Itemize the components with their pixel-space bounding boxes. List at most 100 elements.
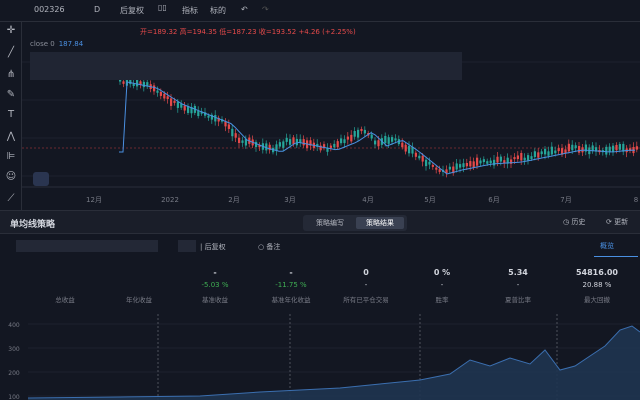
ohlc-close: 193.52 <box>271 28 297 36</box>
stats-panel: 总收益 年化收益 - -5.03 % 基准收益 - -11.75 % 基准年化收益 0-… <box>55 268 618 304</box>
candle-body-125 <box>544 148 547 155</box>
candle-body-121 <box>530 156 533 159</box>
tab-strategy-result[interactable]: 策略结果 <box>356 217 404 229</box>
interval-button[interactable]: D <box>94 5 101 14</box>
candle-body-13 <box>163 93 166 99</box>
candle-body-76 <box>377 140 380 147</box>
candle-body-116 <box>513 157 516 160</box>
symbols-button[interactable]: 标的 <box>210 6 226 15</box>
indicator-legend[interactable]: close 0 187.84 <box>30 40 83 48</box>
adjust-toggle[interactable]: | 后复权 <box>200 243 226 251</box>
candle-body-21 <box>190 107 193 114</box>
candle-body-123 <box>537 152 540 158</box>
candle-body-114 <box>506 157 509 164</box>
candle-body-75 <box>374 140 377 145</box>
candle-body-32 <box>227 124 230 129</box>
strategy-tabs: 策略编写 策略结果 <box>303 215 407 231</box>
ruler-icon[interactable]: ⟋ <box>7 193 15 204</box>
text-icon[interactable]: T <box>7 109 15 120</box>
symbol-label[interactable]: 002326 <box>34 5 65 14</box>
candle-body-94 <box>438 169 441 172</box>
candle-body-7 <box>142 81 145 88</box>
trendline-icon[interactable]: ╱ <box>7 47 15 58</box>
x-tick-6: 6月 <box>488 196 499 204</box>
ohlc-open: 189.32 <box>152 28 178 36</box>
note-toggle[interactable]: ○ 备注 <box>258 243 281 251</box>
candle-body-96 <box>445 169 448 174</box>
x-tick-3: 3月 <box>284 196 295 204</box>
candle-body-84 <box>404 144 407 152</box>
candle-body-62 <box>329 145 332 148</box>
candle-body-11 <box>156 90 159 93</box>
candlestick-chart: 12月 2022 2月 3月 4月 5月 6月 7月 8 <box>22 61 640 204</box>
pitchfork-icon[interactable]: ⋔ <box>6 69 16 80</box>
candle-body-108 <box>486 161 489 164</box>
candle-body-128 <box>554 150 557 154</box>
candle-body-36 <box>241 140 244 143</box>
candle-body-78 <box>384 135 387 144</box>
price-chart[interactable]: 12月 2022 2月 3月 4月 5月 6月 7月 8 开=189.32 高=194.35 低… <box>22 22 640 210</box>
undo-icon[interactable]: ↶ <box>241 5 248 14</box>
candle-body-49 <box>285 137 288 142</box>
candle-body-19 <box>183 105 186 111</box>
candle-body-134 <box>574 145 577 149</box>
adjust-button[interactable]: 后复权 <box>120 6 144 15</box>
ohlc-low: 187.23 <box>232 28 257 36</box>
candle-body-131 <box>564 149 567 154</box>
candle-body-143 <box>605 146 608 155</box>
candle-body-102 <box>465 162 468 167</box>
candle-body-51 <box>292 137 295 145</box>
candle-body-50 <box>289 139 292 145</box>
candle-body-152 <box>635 146 638 150</box>
brush-icon[interactable]: ✎ <box>6 89 16 100</box>
candle-body-24 <box>200 111 203 114</box>
top-toolbar: 002326 D 后复权 ▯▯ 指标 标的 ↶ ↷ <box>0 0 640 22</box>
candle-body-5 <box>136 78 139 87</box>
x-tick-2: 2月 <box>228 196 239 204</box>
history-button[interactable]: ◷ 历史 <box>563 218 586 226</box>
candle-body-107 <box>482 159 485 163</box>
refresh-icon: ⟳ <box>606 218 612 226</box>
candle-body-86 <box>411 146 414 154</box>
candle-body-56 <box>309 140 312 146</box>
cursor-icon[interactable]: ✛ <box>6 25 16 36</box>
candle-body-92 <box>431 164 434 167</box>
candle-body-112 <box>499 156 502 162</box>
redo-icon[interactable]: ↷ <box>262 5 269 14</box>
overview-underline <box>594 256 638 257</box>
candle-body-47 <box>278 142 281 147</box>
candle-body-70 <box>357 129 360 138</box>
measure-icon[interactable]: ⊫ <box>6 151 16 162</box>
candle-body-68 <box>350 134 353 142</box>
tab-strategy-edit[interactable]: 策略编写 <box>316 219 344 227</box>
indicators-button[interactable]: 指标 <box>182 6 198 15</box>
candle-body-52 <box>295 138 298 146</box>
candle-body-150 <box>629 148 632 151</box>
emoji-icon[interactable]: ☺ <box>5 171 17 182</box>
candle-body-113 <box>503 160 506 164</box>
candle-body-98 <box>452 166 455 174</box>
candle-body-44 <box>268 144 271 151</box>
equity-y-tick-1: 300 <box>8 346 20 353</box>
overview-tab[interactable]: 概览 <box>600 242 614 250</box>
candle-body-139 <box>591 145 594 152</box>
pattern-icon[interactable]: ⋀ <box>6 131 16 142</box>
equity-chart[interactable]: 400 300 200 100 <box>0 310 640 400</box>
ohlc-readout: 开=189.32 高=194.35 低=187.23 收=193.52 +4.2… <box>140 28 356 36</box>
candle-body-25 <box>204 112 207 116</box>
refresh-button[interactable]: ⟳ 更新 <box>606 218 629 226</box>
candle-body-89 <box>421 155 424 162</box>
candle-body-17 <box>176 101 179 108</box>
candle-body-40 <box>255 141 258 148</box>
candle-body-146 <box>615 144 618 151</box>
candle-type-icon[interactable]: ▯▯ <box>158 3 167 12</box>
candle-body-119 <box>523 157 526 161</box>
indicator-value: 187.84 <box>58 40 84 48</box>
candle-body-118 <box>520 152 523 161</box>
indicator-name: close 0 <box>30 40 55 48</box>
candle-body-65 <box>340 138 343 144</box>
candle-body-79 <box>387 137 390 144</box>
ohlc-change: +4.26 (+2.25%) <box>298 28 356 36</box>
candle-body-147 <box>618 144 621 150</box>
redacted-overlay <box>30 52 462 80</box>
